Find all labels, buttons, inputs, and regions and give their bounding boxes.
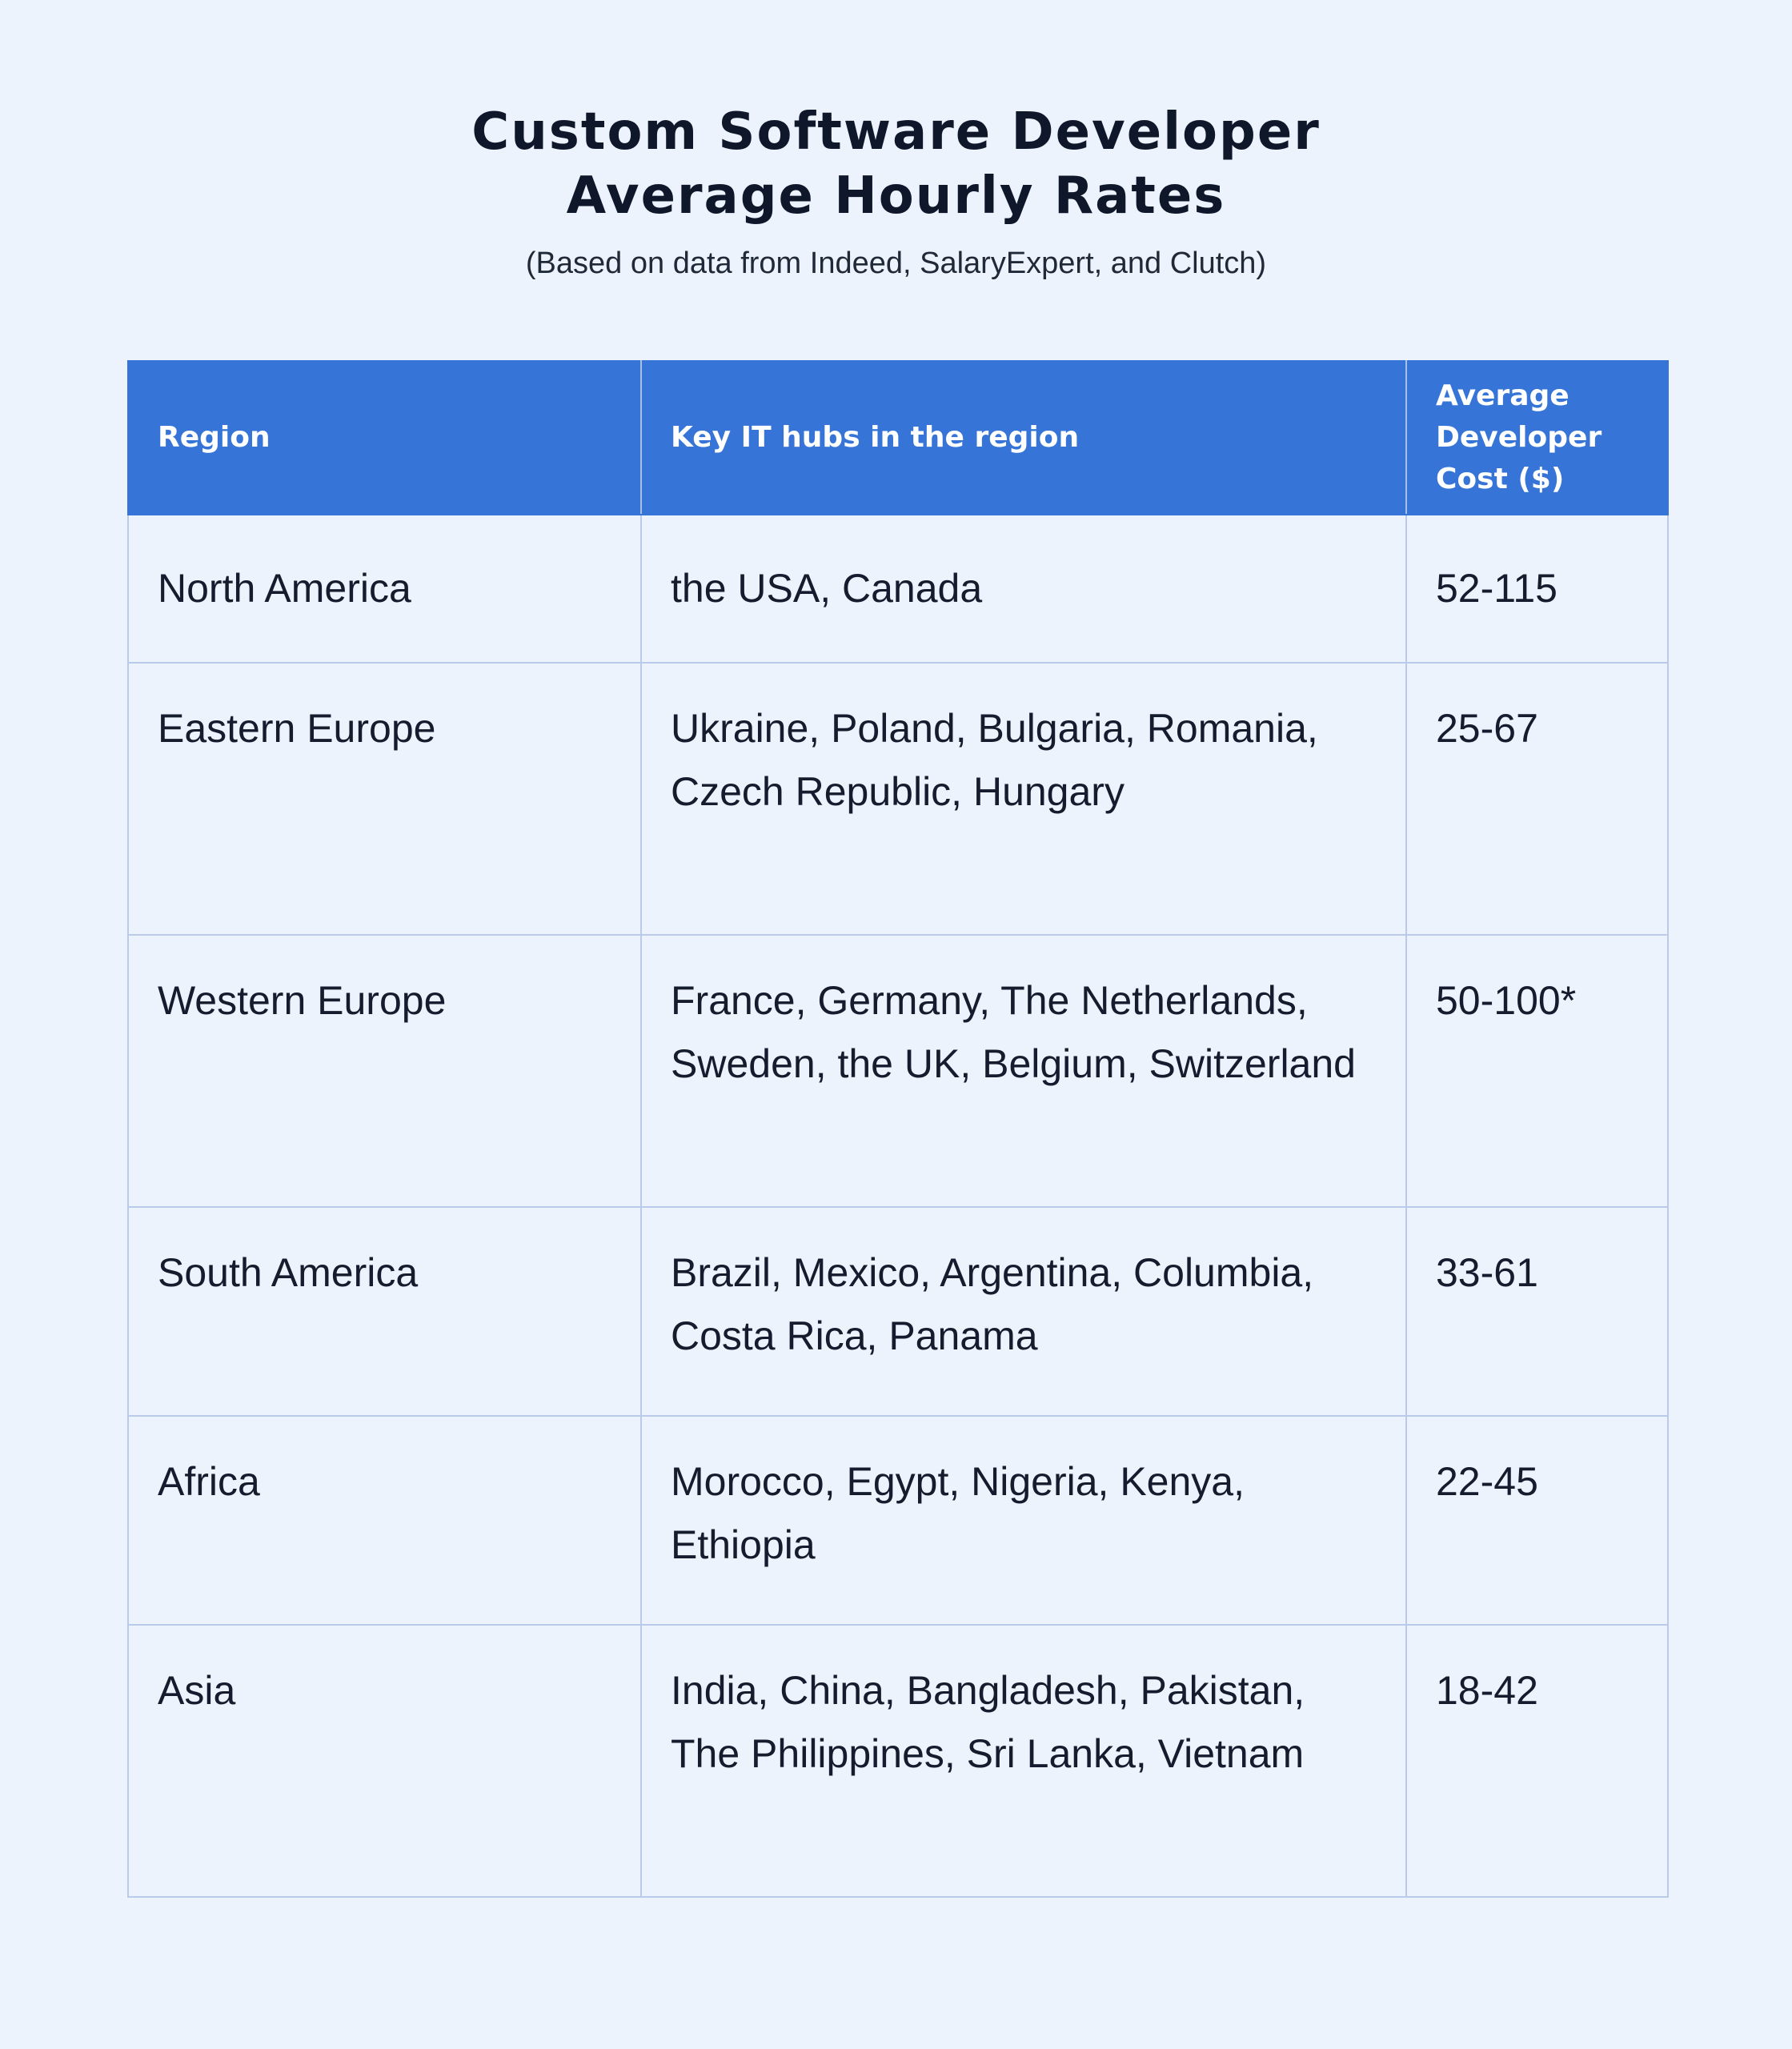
cost-cell: 50-100* xyxy=(1405,934,1669,1208)
column-header-cost: Average Developer Cost ($) xyxy=(1405,360,1669,515)
region-cell: Africa xyxy=(127,1415,642,1626)
table-row: Western Europe France, Germany, The Neth… xyxy=(127,934,1669,1208)
hubs-cell: the USA, Canada xyxy=(640,514,1407,664)
region-cell: South America xyxy=(127,1206,642,1417)
page-title: Custom Software Developer Average Hourly… xyxy=(0,100,1792,228)
hubs-cell: Morocco, Egypt, Nigeria, Kenya, Ethiopia xyxy=(640,1415,1407,1626)
region-cell: Eastern Europe xyxy=(127,662,642,936)
cost-cell: 25-67 xyxy=(1405,662,1669,936)
region-cell: Western Europe xyxy=(127,934,642,1208)
table-row: Asia India, China, Bangladesh, Pakistan,… xyxy=(127,1624,1669,1898)
page-subtitle: (Based on data from Indeed, SalaryExpert… xyxy=(525,247,1267,280)
column-header-hubs: Key IT hubs in the region xyxy=(640,360,1407,515)
table-row: South America Brazil, Mexico, Argentina,… xyxy=(127,1206,1669,1417)
cost-cell: 18-42 xyxy=(1405,1624,1669,1898)
cost-cell: 52-115 xyxy=(1405,514,1669,664)
cost-cell: 22-45 xyxy=(1405,1415,1669,1626)
cost-cell: 33-61 xyxy=(1405,1206,1669,1417)
title-line-2: Average Hourly Rates xyxy=(566,166,1226,226)
column-header-region: Region xyxy=(127,360,642,515)
hubs-cell: India, China, Bangladesh, Pakistan, The … xyxy=(640,1624,1407,1898)
table-row: Eastern Europe Ukraine, Poland, Bulgaria… xyxy=(127,662,1669,936)
hubs-cell: Ukraine, Poland, Bulgaria, Romania, Czec… xyxy=(640,662,1407,936)
table-row: North America the USA, Canada 52-115 xyxy=(127,514,1669,664)
hubs-cell: France, Germany, The Netherlands, Sweden… xyxy=(640,934,1407,1208)
table-header-row: Region Key IT hubs in the region Average… xyxy=(127,360,1669,515)
region-cell: Asia xyxy=(127,1624,642,1898)
hubs-cell: Brazil, Mexico, Argentina, Columbia, Cos… xyxy=(640,1206,1407,1417)
title-line-1: Custom Software Developer xyxy=(471,102,1321,162)
region-cell: North America xyxy=(127,514,642,664)
table-row: Africa Morocco, Egypt, Nigeria, Kenya, E… xyxy=(127,1415,1669,1626)
hourly-rates-table: Region Key IT hubs in the region Average… xyxy=(127,360,1669,1898)
